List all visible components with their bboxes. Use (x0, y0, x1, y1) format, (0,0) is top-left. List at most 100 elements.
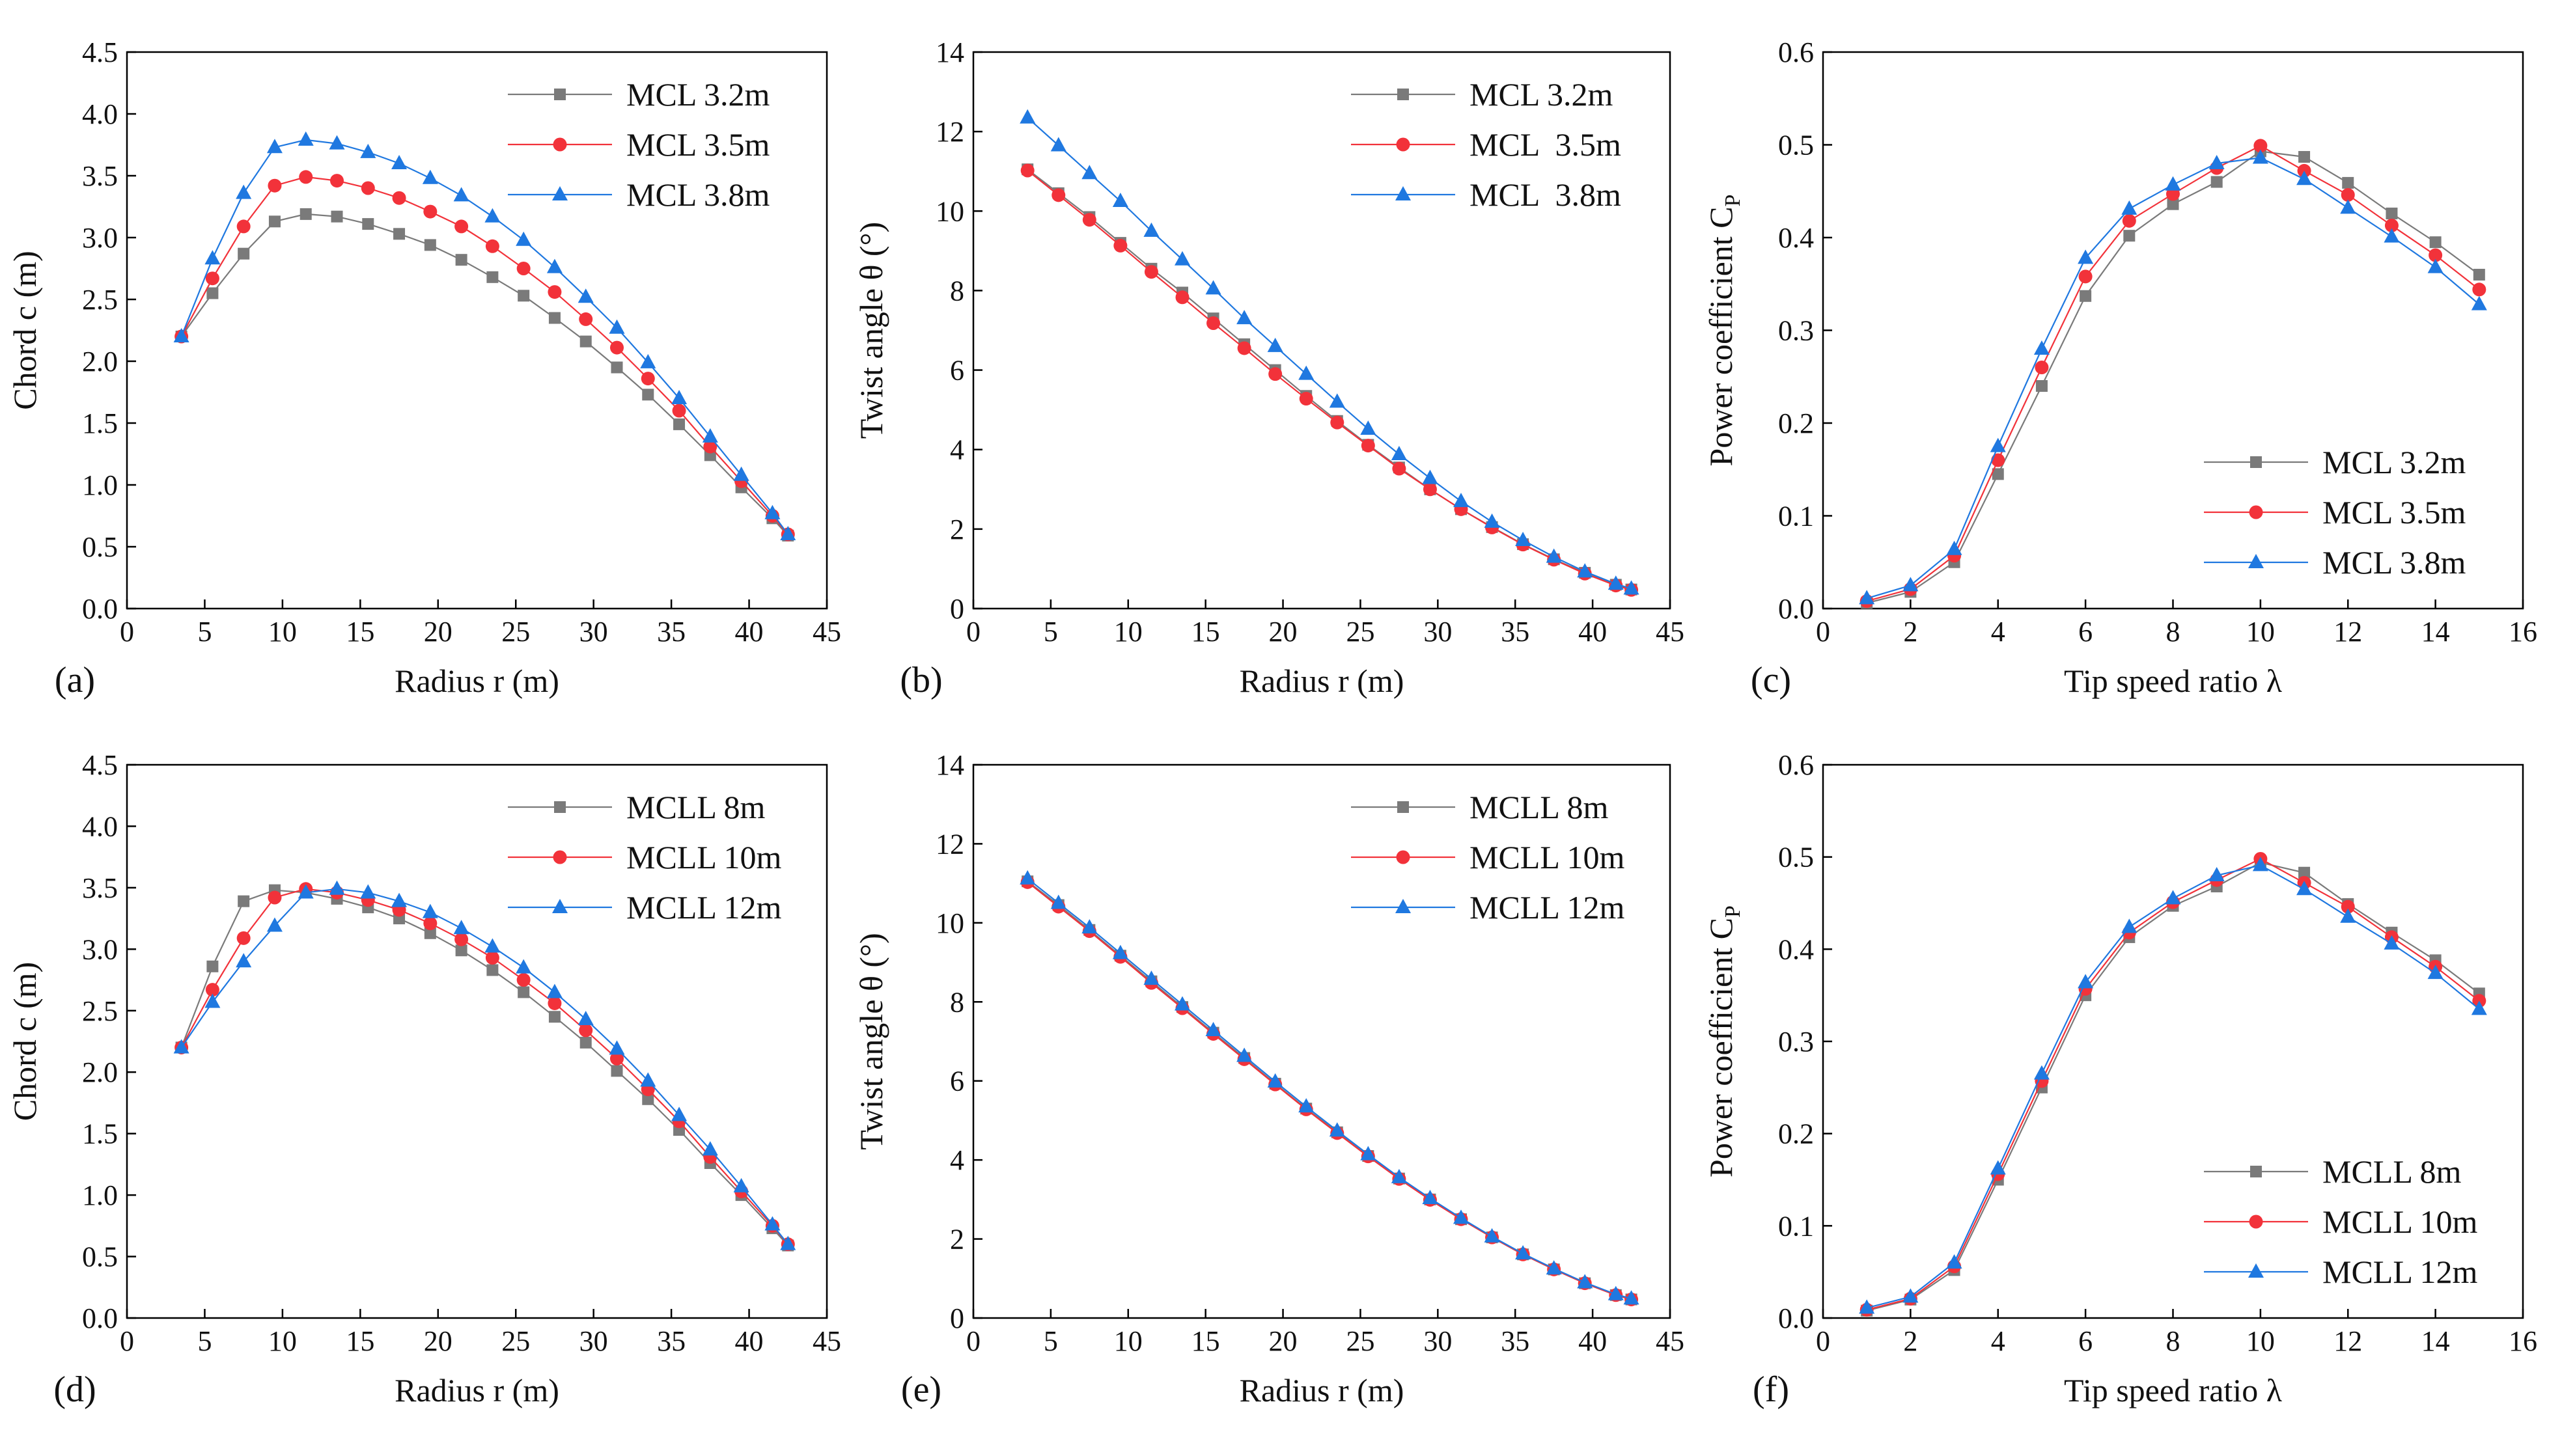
legend-marker (554, 801, 566, 813)
data-point (173, 1039, 189, 1054)
data-point (642, 389, 654, 401)
data-point (424, 239, 436, 251)
x-tick-label: 40 (735, 616, 764, 648)
data-point (548, 996, 562, 1010)
y-tick-label: 0.6 (1778, 36, 1814, 68)
x-tick-label: 4 (1991, 1325, 2005, 1357)
chart-panel-1: 0 5 10 15 20 25 30 35 40 45 0.0 0.5 1.0 1.5 2.0 2.5 3.0 3… (7, 36, 841, 700)
data-point (578, 288, 594, 303)
data-point (1990, 1160, 2006, 1175)
data-point (1360, 1146, 1376, 1161)
chart-panel-3: 0 2 4 6 8 10 12 14 16 0.0 0.1 0.2 0.3 0.4 0.5 0.6 Tip sp… (1703, 36, 2537, 700)
data-point (484, 938, 501, 953)
data-point (2078, 269, 2093, 284)
data-point (422, 169, 438, 184)
legend-marker (2249, 1215, 2263, 1229)
series-3 (1020, 109, 1639, 595)
legend-marker (1395, 186, 1411, 200)
y-tick-label: 1.0 (82, 469, 118, 501)
data-point (391, 892, 408, 907)
y-tick-label: 12 (936, 116, 964, 148)
x-tick-label: 30 (1423, 616, 1452, 648)
y-tick-label: 0.1 (1778, 1210, 1814, 1242)
data-point (1050, 894, 1066, 909)
data-point (455, 944, 467, 957)
data-point (1143, 222, 1160, 237)
data-point (764, 504, 781, 519)
data-point (173, 328, 189, 342)
data-point (1990, 437, 2006, 452)
x-tick-label: 0 (1816, 616, 1830, 648)
x-tick-label: 0 (966, 616, 981, 648)
plot-frame (126, 763, 828, 1319)
y-tick-label: 2.0 (82, 1056, 118, 1088)
data-point (362, 218, 374, 230)
y-axis-label-text: Chord c (m) (7, 251, 43, 409)
data-point (329, 135, 345, 150)
data-point (236, 219, 251, 234)
legend-marker (1397, 89, 1409, 100)
x-tick-label: 25 (1346, 1325, 1374, 1357)
data-point (1020, 163, 1035, 178)
x-tick-label: 15 (1191, 1325, 1220, 1357)
y-tick-label: 4.5 (82, 36, 118, 68)
data-point (391, 155, 408, 169)
data-point (204, 250, 221, 265)
chart-panel-2: 0 5 10 15 20 25 30 35 40 45 0 2 4 6 8 10 12 14 Radius r (m… (853, 36, 1684, 700)
x-tick-label: 35 (657, 616, 686, 648)
data-point (206, 287, 219, 299)
series-line (180, 176, 789, 535)
x-tick-label: 30 (579, 1325, 608, 1357)
x-tick-label: 15 (346, 616, 374, 648)
x-tick-label: 35 (1501, 616, 1529, 648)
y-axis-label: Twist angle θ (°) (853, 222, 889, 439)
data-point (1236, 1047, 1253, 1062)
x-tick-label: 8 (2166, 616, 2180, 648)
y-tick-label: 0.5 (82, 1241, 118, 1273)
legend-marker (1395, 899, 1411, 913)
data-point (1859, 590, 1875, 605)
chart-panel-4: 0 5 10 15 20 25 30 35 40 45 0.0 0.5 1.0 1.5 2.0 2.5 3.0 3… (7, 749, 841, 1410)
legend: MCL 3.2m MCL 3.5m MCL 3.8m (1351, 76, 1621, 213)
series-3 (1859, 857, 2487, 1314)
y-axis-label: Chord c (m) (7, 962, 43, 1121)
y-tick-label: 2 (950, 514, 964, 545)
data-point (455, 254, 467, 266)
data-point (2123, 230, 2136, 242)
data-point (2472, 282, 2486, 297)
data-point (578, 1011, 594, 1025)
x-tick-label: 25 (501, 1325, 530, 1357)
data-point (1267, 1073, 1283, 1088)
panel-label: (a) (55, 660, 95, 700)
y-tick-label: 12 (936, 828, 964, 860)
x-tick-label: 16 (2509, 1325, 2537, 1357)
legend-label: MCLL 8m (1469, 789, 1609, 825)
data-point (1051, 188, 1066, 202)
data-point (2080, 290, 2092, 302)
data-point (1991, 453, 2005, 467)
y-axis-label: Chord c (m) (7, 251, 43, 409)
data-point (299, 208, 312, 220)
data-point (238, 895, 250, 907)
data-point (764, 1216, 781, 1231)
y-tick-label: 1.5 (82, 1118, 118, 1150)
series-line (1866, 858, 2480, 1311)
x-tick-label: 5 (1044, 616, 1058, 648)
data-point (733, 466, 749, 481)
data-point (453, 920, 469, 935)
y-tick-label: 3.0 (82, 222, 118, 254)
data-point (1608, 1285, 1624, 1300)
x-tick-label: 30 (1423, 1325, 1452, 1357)
x-tick-label: 35 (1501, 1325, 1529, 1357)
x-tick-label: 0 (120, 616, 134, 648)
data-point (2386, 207, 2398, 219)
data-point (1329, 1122, 1345, 1137)
x-tick-label: 45 (1656, 1325, 1684, 1357)
data-point (206, 960, 219, 972)
y-tick-label: 0.0 (82, 1302, 118, 1334)
y-tick-label: 0 (950, 593, 964, 625)
series-line (180, 213, 789, 536)
y-tick-label: 3.0 (82, 933, 118, 965)
data-point (2429, 248, 2443, 262)
data-point (518, 290, 530, 302)
